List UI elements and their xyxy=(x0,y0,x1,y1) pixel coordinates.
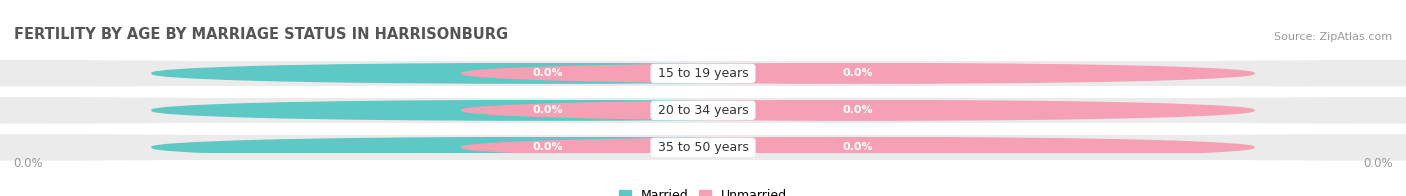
Text: 0.0%: 0.0% xyxy=(842,68,873,78)
Bar xyxy=(820,101,896,120)
Text: 35 to 50 years: 35 to 50 years xyxy=(654,141,752,154)
Circle shape xyxy=(0,98,496,123)
Text: 15 to 19 years: 15 to 19 years xyxy=(654,67,752,80)
Circle shape xyxy=(537,138,1254,157)
Circle shape xyxy=(0,61,496,86)
Bar xyxy=(510,138,586,157)
Circle shape xyxy=(537,64,1254,83)
Circle shape xyxy=(152,138,869,157)
Bar xyxy=(510,64,586,83)
Circle shape xyxy=(461,138,1178,157)
Circle shape xyxy=(537,101,1254,120)
Text: 0.0%: 0.0% xyxy=(842,105,873,115)
Bar xyxy=(28,98,1378,123)
Circle shape xyxy=(461,101,1178,120)
Text: 0.0%: 0.0% xyxy=(842,142,873,152)
Text: 0.0%: 0.0% xyxy=(533,105,564,115)
Text: Source: ZipAtlas.com: Source: ZipAtlas.com xyxy=(1274,32,1392,42)
Circle shape xyxy=(152,101,869,120)
Text: 20 to 34 years: 20 to 34 years xyxy=(654,104,752,117)
Bar xyxy=(820,64,896,83)
Text: FERTILITY BY AGE BY MARRIAGE STATUS IN HARRISONBURG: FERTILITY BY AGE BY MARRIAGE STATUS IN H… xyxy=(14,27,508,42)
Bar xyxy=(510,101,586,120)
Circle shape xyxy=(228,138,945,157)
Bar xyxy=(820,138,896,157)
Circle shape xyxy=(152,64,869,83)
Circle shape xyxy=(461,64,1178,83)
Text: 0.0%: 0.0% xyxy=(533,142,564,152)
Circle shape xyxy=(910,61,1406,86)
Circle shape xyxy=(910,135,1406,160)
Circle shape xyxy=(910,98,1406,123)
Circle shape xyxy=(228,101,945,120)
Bar xyxy=(28,61,1378,86)
Circle shape xyxy=(0,135,496,160)
Circle shape xyxy=(228,64,945,83)
Text: 0.0%: 0.0% xyxy=(533,68,564,78)
Legend: Married, Unmarried: Married, Unmarried xyxy=(613,184,793,196)
Bar xyxy=(28,135,1378,160)
